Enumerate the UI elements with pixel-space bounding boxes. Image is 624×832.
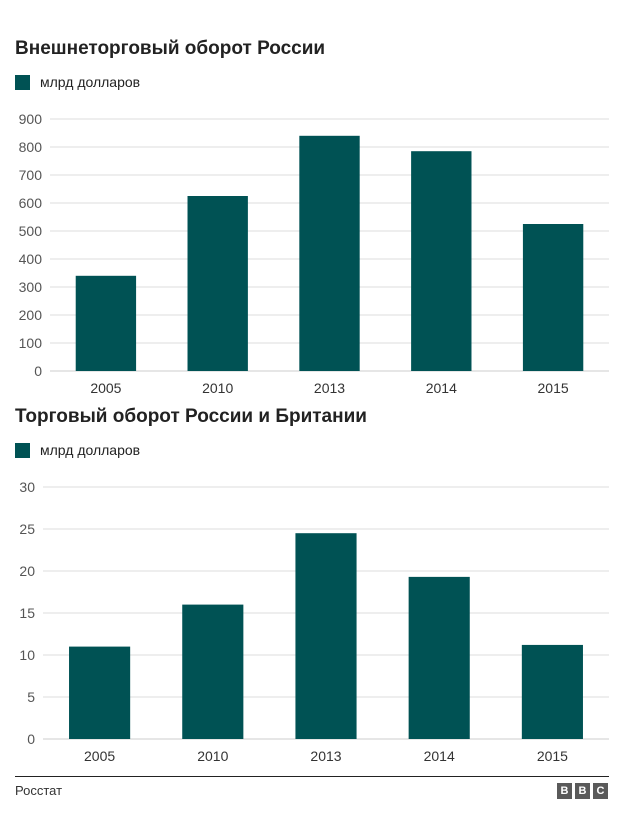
source-label: Росстат: [15, 783, 63, 798]
y-tick-label: 900: [19, 111, 43, 127]
y-tick-label: 500: [19, 223, 43, 239]
x-tick-label: 2013: [310, 748, 341, 764]
legend-label: млрд долларов: [40, 74, 141, 90]
y-tick-label: 30: [19, 479, 35, 495]
legend: млрд долларов: [15, 442, 140, 458]
bar: [182, 604, 244, 739]
x-tick-label: 2014: [426, 380, 457, 396]
y-tick-label: 0: [27, 731, 35, 747]
bar-chart-trade-turnover: 0 100 200 300 400 500 600 700 800 900 2005 2010 2013…: [19, 111, 609, 396]
x-tick-label: 2013: [314, 380, 345, 396]
bar: [522, 224, 584, 371]
x-tick-label: 2010: [197, 748, 228, 764]
y-tick-label: 20: [19, 563, 35, 579]
legend-swatch: [15, 74, 30, 90]
bbc-logo: B B C: [557, 783, 608, 799]
y-tick-label: 600: [19, 195, 43, 211]
bar: [295, 533, 357, 739]
x-tick-label: 2005: [84, 748, 115, 764]
y-tick-label: 5: [27, 689, 35, 705]
y-tick-label: 10: [19, 647, 35, 663]
bar-chart-uk-trade-turnover: 0 5 10 15 20 25 30 2005 2010 2013 2014 2015: [19, 479, 609, 764]
x-tick-label: 2010: [202, 380, 233, 396]
y-tick-label: 100: [19, 335, 43, 351]
bar: [408, 576, 470, 739]
legend-label: млрд долларов: [40, 442, 141, 458]
y-tick-label: 15: [19, 605, 35, 621]
logo-letter: B: [557, 783, 572, 799]
bar: [411, 151, 472, 371]
chart-title: Внешнеторговый оборот России: [15, 38, 326, 59]
bar: [299, 135, 360, 371]
legend-swatch: [15, 442, 30, 458]
y-tick-label: 0: [34, 363, 42, 379]
x-tick-label: 2005: [90, 380, 121, 396]
y-tick-label: 300: [19, 279, 43, 295]
x-tick-label: 2015: [537, 748, 568, 764]
y-tick-label: 400: [19, 251, 43, 267]
y-tick-label: 800: [19, 139, 43, 155]
y-tick-label: 25: [19, 521, 35, 537]
x-tick-label: 2014: [424, 748, 455, 764]
bar: [521, 644, 583, 739]
logo-letter: C: [593, 783, 608, 799]
y-tick-label: 700: [19, 167, 43, 183]
bar: [75, 275, 137, 371]
x-tick-label: 2015: [538, 380, 569, 396]
footer-divider: [15, 776, 609, 777]
legend: млрд долларов: [15, 74, 140, 90]
y-tick-label: 200: [19, 307, 43, 323]
logo-letter: B: [575, 783, 590, 799]
bar: [187, 196, 248, 371]
bar: [69, 646, 131, 739]
chart-title: Торговый оборот России и Британии: [15, 406, 367, 427]
